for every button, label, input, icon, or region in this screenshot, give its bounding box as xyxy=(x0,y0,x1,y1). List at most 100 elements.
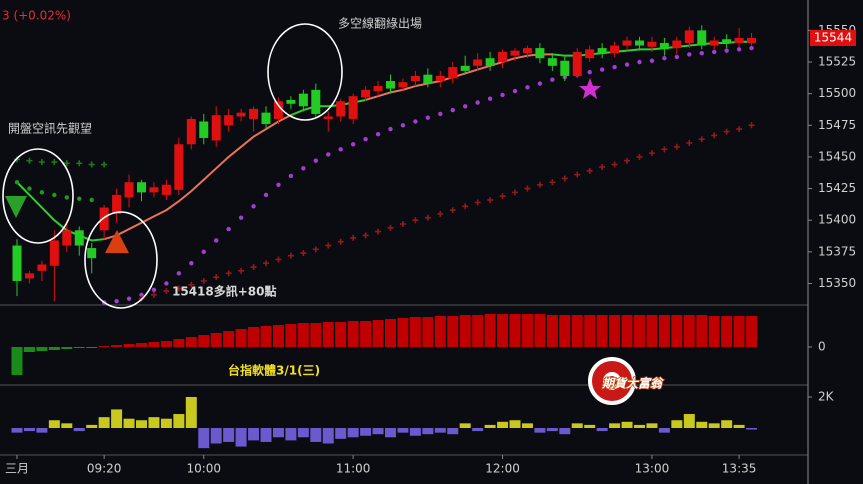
stop-cross xyxy=(88,161,95,168)
stop-cross xyxy=(599,164,606,171)
candle-body xyxy=(522,48,532,54)
stop-cross xyxy=(76,160,83,167)
stop-cross xyxy=(424,214,431,221)
bar xyxy=(272,325,284,347)
bar xyxy=(260,326,272,347)
stop-cross xyxy=(723,128,730,135)
sar-dot xyxy=(301,166,306,171)
candle-body xyxy=(273,101,283,119)
candle-body xyxy=(74,230,84,246)
bar xyxy=(223,331,235,347)
stop-cross xyxy=(163,288,170,295)
stop-cross xyxy=(101,161,108,168)
bar xyxy=(497,314,509,347)
sar-dot xyxy=(313,158,318,163)
sar-dot xyxy=(512,88,518,94)
bar xyxy=(372,427,384,435)
bar xyxy=(409,427,421,436)
bar xyxy=(746,316,758,347)
chart-title: 台指軟體3/1(三) xyxy=(228,363,320,378)
bar xyxy=(61,423,73,428)
bar xyxy=(472,315,484,347)
sar-dot xyxy=(201,249,206,255)
candle-body xyxy=(137,182,146,193)
candle-body xyxy=(560,60,570,76)
bar xyxy=(609,315,621,347)
candle-body xyxy=(635,40,644,46)
stop-cross xyxy=(561,175,568,182)
bar xyxy=(509,420,521,428)
sar-dot xyxy=(587,69,592,75)
bar xyxy=(185,396,197,428)
y-tick-label: 15450 xyxy=(818,149,856,163)
candle-body xyxy=(336,101,346,117)
bar xyxy=(733,316,745,347)
bar xyxy=(397,318,409,347)
bar xyxy=(571,315,583,347)
annotation: 多空線翻綠出場 xyxy=(338,16,422,31)
sar-dot xyxy=(599,67,605,72)
candle-body xyxy=(659,43,669,50)
sar-dot xyxy=(151,287,157,293)
x-tick-label: 11:00 xyxy=(336,462,371,476)
bar xyxy=(148,342,160,347)
bar xyxy=(571,423,583,428)
candle-body xyxy=(448,67,458,79)
buy-signal xyxy=(105,230,129,253)
stop-cross xyxy=(399,221,406,228)
sar-dot xyxy=(450,107,455,113)
bar xyxy=(646,315,658,347)
candle-body xyxy=(224,115,234,126)
candle-body xyxy=(684,30,694,44)
y-tick-label: 15375 xyxy=(818,244,856,258)
candle-body xyxy=(709,40,719,46)
x-tick-label: 13:00 xyxy=(635,462,670,476)
bar xyxy=(297,427,309,438)
stop-cross xyxy=(287,252,294,259)
bar xyxy=(721,420,733,428)
x-tick-label: 13:35 xyxy=(722,462,757,476)
bar xyxy=(322,427,334,444)
candle-body xyxy=(585,49,595,59)
bar xyxy=(559,427,571,435)
sar-dot xyxy=(624,62,630,67)
bar xyxy=(521,423,533,428)
bar xyxy=(683,414,695,428)
bar xyxy=(646,423,658,428)
y-tick-label: 2K xyxy=(818,389,835,403)
sar-dot xyxy=(189,261,194,266)
bar xyxy=(546,315,558,347)
bar xyxy=(23,427,35,432)
annotation: 開盤空訊先觀望 xyxy=(8,121,92,136)
bar xyxy=(36,427,48,433)
bar xyxy=(634,315,645,347)
bar xyxy=(459,423,471,428)
stop-cross xyxy=(586,167,593,174)
candle-body xyxy=(610,45,620,54)
stop-cross xyxy=(462,203,469,210)
sar-dot xyxy=(649,58,655,63)
sar-dot xyxy=(263,192,269,198)
candle-body xyxy=(112,194,122,214)
bar xyxy=(73,347,85,348)
bar xyxy=(86,424,98,428)
bar xyxy=(658,427,670,433)
bar xyxy=(285,324,297,347)
candle-body xyxy=(298,93,308,107)
sar-dot xyxy=(164,281,169,286)
sar-dot xyxy=(27,186,32,191)
sar-dot xyxy=(388,126,393,132)
bar xyxy=(385,427,396,438)
sar-dot xyxy=(251,204,256,209)
sar-dot xyxy=(475,100,480,105)
candle-body xyxy=(647,41,657,47)
bar xyxy=(509,314,521,347)
bar xyxy=(322,322,334,347)
candle-body xyxy=(597,48,607,54)
stop-cross xyxy=(449,207,456,214)
bar xyxy=(235,427,247,447)
sar-dot xyxy=(214,238,219,243)
candle-body xyxy=(373,86,383,92)
candle-body xyxy=(311,89,321,114)
